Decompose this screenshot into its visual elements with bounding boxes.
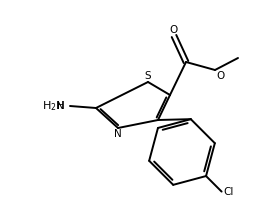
Text: O: O <box>170 25 178 35</box>
Text: $\mathregular{H_2N}$: $\mathregular{H_2N}$ <box>42 99 65 113</box>
Text: S: S <box>145 71 151 81</box>
Text: O: O <box>216 71 224 81</box>
Text: N: N <box>114 129 122 139</box>
Text: Cl: Cl <box>224 187 234 197</box>
Text: H: H <box>57 101 65 111</box>
